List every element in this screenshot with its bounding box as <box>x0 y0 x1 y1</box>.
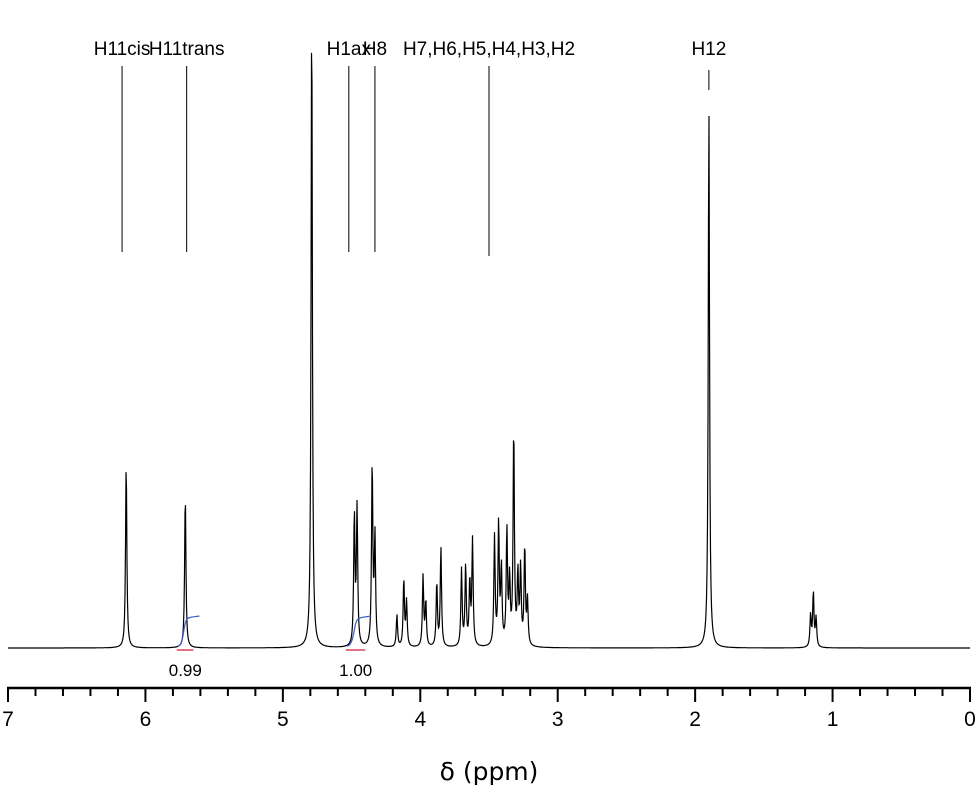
peak-label-h11trans: H11trans <box>149 39 225 60</box>
integral-curve <box>346 615 372 647</box>
peak-label-h1ax: H1ax <box>327 39 372 60</box>
x-tick-label: 2 <box>689 708 701 731</box>
spectrum-line <box>8 52 970 649</box>
integral-value: 1.00 <box>339 661 372 680</box>
peak-label-h12: H12 <box>691 39 726 60</box>
peak-label-h8: H8 <box>363 39 387 60</box>
peak-label-h11cis: H11cis <box>94 39 151 60</box>
x-tick-label: 3 <box>552 708 564 731</box>
integral-value: 0.99 <box>169 661 202 680</box>
x-tick-label: 6 <box>140 708 152 731</box>
x-tick-label: 4 <box>414 708 426 731</box>
peak-label-h7-h6-h5-h4-h3-h2: H7,H6,H5,H4,H3,H2 <box>403 39 575 60</box>
integral-curve <box>177 615 200 647</box>
x-tick-label: 0 <box>964 708 976 731</box>
peak-label-lines <box>121 66 710 256</box>
x-tick-label: 1 <box>827 708 839 731</box>
x-tick-label: 5 <box>277 708 289 731</box>
x-axis-title: δ (ppm) <box>440 757 539 786</box>
integral-marks: 0.99 1.00 <box>169 615 372 680</box>
x-tick-label: 7 <box>2 708 14 731</box>
x-axis: 7 6 5 4 3 2 1 0 <box>2 686 976 731</box>
